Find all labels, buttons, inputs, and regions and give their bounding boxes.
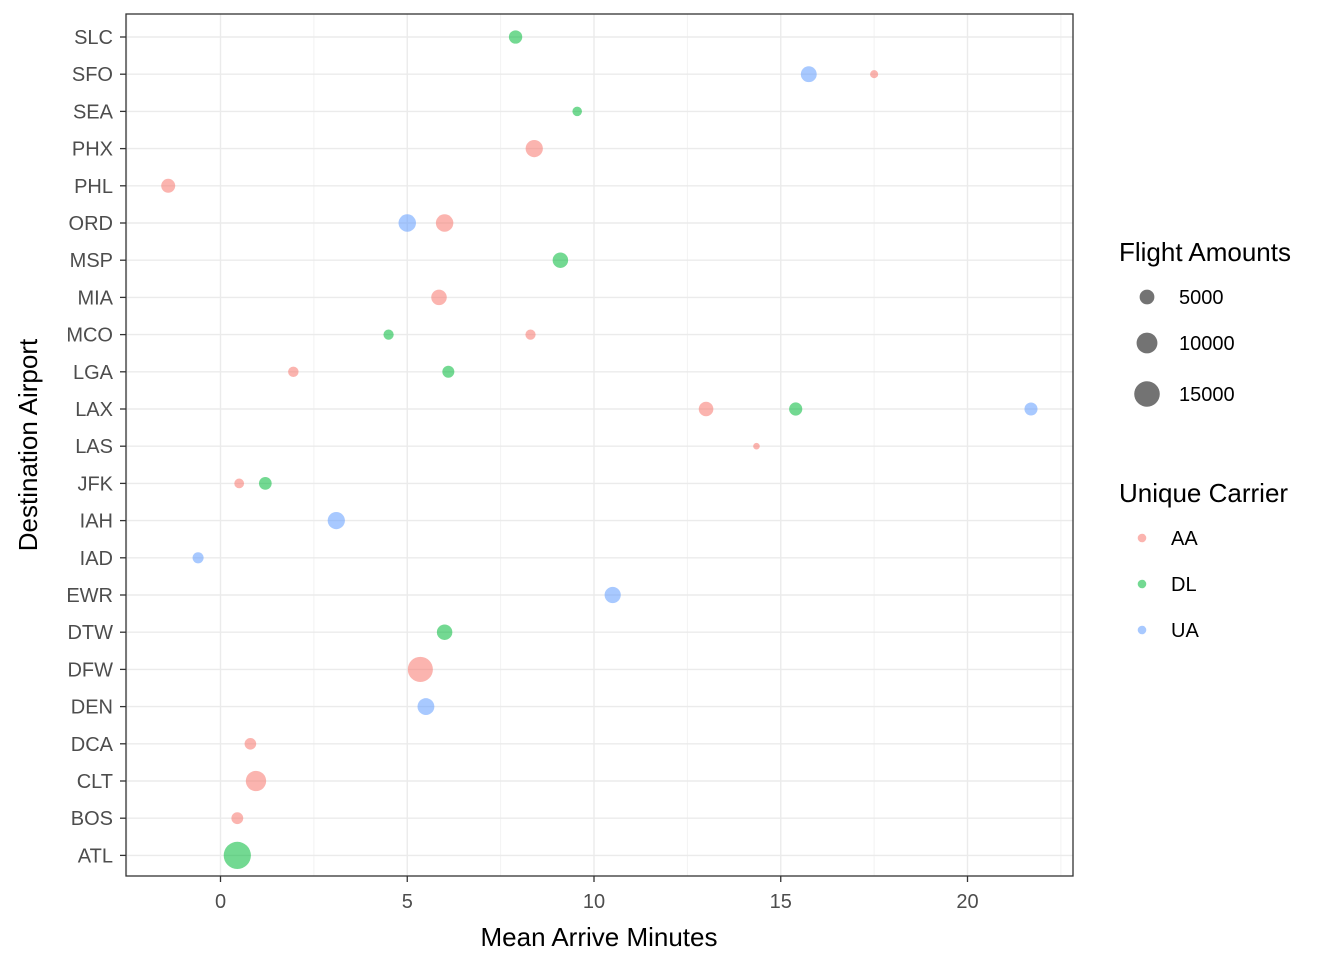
color-legend-label: DL [1171, 574, 1197, 596]
y-tick-label: DTW [67, 622, 113, 644]
plot-panel [126, 14, 1073, 876]
size-legend-label: 10000 [1179, 333, 1235, 355]
data-point-aa-jfk [234, 478, 245, 489]
color-legend-key-aa [1137, 533, 1147, 543]
y-tick-label: SFO [72, 64, 113, 86]
data-point-aa-phl [161, 178, 176, 193]
x-axis-title: Mean Arrive Minutes [481, 922, 718, 952]
y-tick-label: IAD [80, 548, 113, 570]
data-point-dl-sea [572, 106, 582, 117]
data-point-aa-mia [431, 289, 447, 306]
y-tick-label: DEN [71, 697, 113, 719]
data-point-ua-iah [327, 511, 345, 530]
data-point-dl-lga [442, 365, 455, 378]
data-point-aa-ord [435, 214, 454, 232]
data-point-ua-ord [398, 214, 416, 232]
y-tick-label: EWR [66, 585, 113, 607]
color-legend-key-dl [1137, 579, 1147, 589]
x-axis: 0 5 10 15 20 [215, 876, 979, 913]
y-tick-label: SLC [74, 27, 113, 49]
data-point-aa-dca [244, 737, 257, 750]
y-axis: ATL BOS CLT DCA DEN DFW DTW EWR IAD IAH JFK LAS LAX L… [66, 27, 126, 867]
data-point-aa-mco [525, 329, 536, 340]
data-point-dl-slc [508, 30, 523, 44]
color-legend-key-ua [1137, 625, 1147, 635]
data-point-ua-ewr [604, 586, 621, 604]
color-legend: Unique Carrier AA DL UA [1119, 478, 1288, 642]
data-point-dl-mco [383, 329, 394, 340]
y-tick-label: PHL [74, 176, 113, 198]
y-tick-label: LGA [73, 362, 114, 384]
x-tick-label: 5 [402, 891, 413, 913]
data-point-aa-phx [525, 139, 543, 158]
data-point-dl-msp [552, 252, 569, 268]
data-point-dl-lax [789, 402, 803, 416]
data-point-aa-las [753, 442, 760, 450]
y-tick-label: LAX [75, 399, 113, 421]
data-point-dl-dtw [436, 624, 453, 640]
data-point-ua-sfo [800, 66, 817, 83]
plot-border [125, 13, 1074, 877]
size-legend: Flight Amounts 5000 10000 15000 [1119, 237, 1291, 407]
data-point-ua-den [417, 698, 435, 716]
x-tick-label: 0 [215, 891, 226, 913]
data-point-aa-lga [288, 366, 299, 378]
size-legend-label: 5000 [1179, 287, 1224, 309]
color-legend-label: AA [1171, 528, 1198, 550]
y-tick-label: ATL [78, 845, 113, 867]
y-tick-label: PHX [72, 139, 113, 161]
y-tick-label: ORD [69, 213, 113, 235]
y-tick-label: BOS [71, 808, 113, 830]
size-legend-key [1136, 332, 1158, 354]
color-legend-label: UA [1171, 620, 1199, 642]
size-legend-title: Flight Amounts [1119, 237, 1291, 267]
y-tick-label: LAS [75, 436, 113, 458]
data-point-aa-clt [245, 770, 267, 792]
data-point-dl-jfk [258, 477, 272, 490]
y-tick-label: SEA [73, 101, 114, 123]
y-tick-label: DFW [67, 659, 113, 681]
size-legend-label: 15000 [1179, 384, 1235, 406]
y-tick-label: IAH [80, 511, 113, 533]
y-tick-label: CLT [77, 771, 113, 793]
size-legend-key [1134, 381, 1160, 407]
y-tick-label: MIA [77, 287, 113, 309]
color-legend-title: Unique Carrier [1119, 478, 1288, 508]
y-axis-title: Destination Airport [13, 338, 43, 551]
x-tick-label: 20 [956, 891, 978, 913]
y-tick-label: DCA [71, 734, 114, 756]
data-point-aa-lax [698, 401, 714, 417]
grid-lines [126, 14, 1073, 876]
data-points [161, 30, 1038, 870]
y-tick-label: JFK [77, 473, 113, 495]
y-tick-label: MSP [70, 250, 113, 272]
data-point-ua-iad [192, 552, 204, 564]
x-tick-label: 15 [770, 891, 792, 913]
size-legend-key [1139, 289, 1155, 305]
data-point-dl-atl [223, 841, 251, 870]
y-tick-label: MCO [66, 325, 113, 347]
x-tick-label: 10 [583, 891, 605, 913]
data-point-aa-dfw [407, 656, 433, 682]
data-point-ua-lax [1024, 402, 1038, 416]
data-point-aa-bos [231, 812, 244, 825]
data-point-aa-sfo [870, 70, 879, 79]
